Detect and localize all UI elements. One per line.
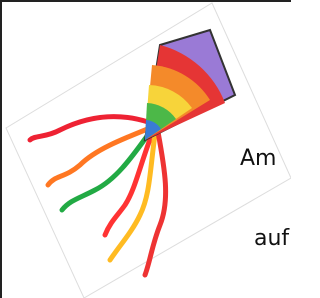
page: Am auf (() => { const data = JSON.parse(… xyxy=(0,0,291,298)
text-line: Am xyxy=(240,146,276,171)
text-line: auf xyxy=(254,226,289,251)
